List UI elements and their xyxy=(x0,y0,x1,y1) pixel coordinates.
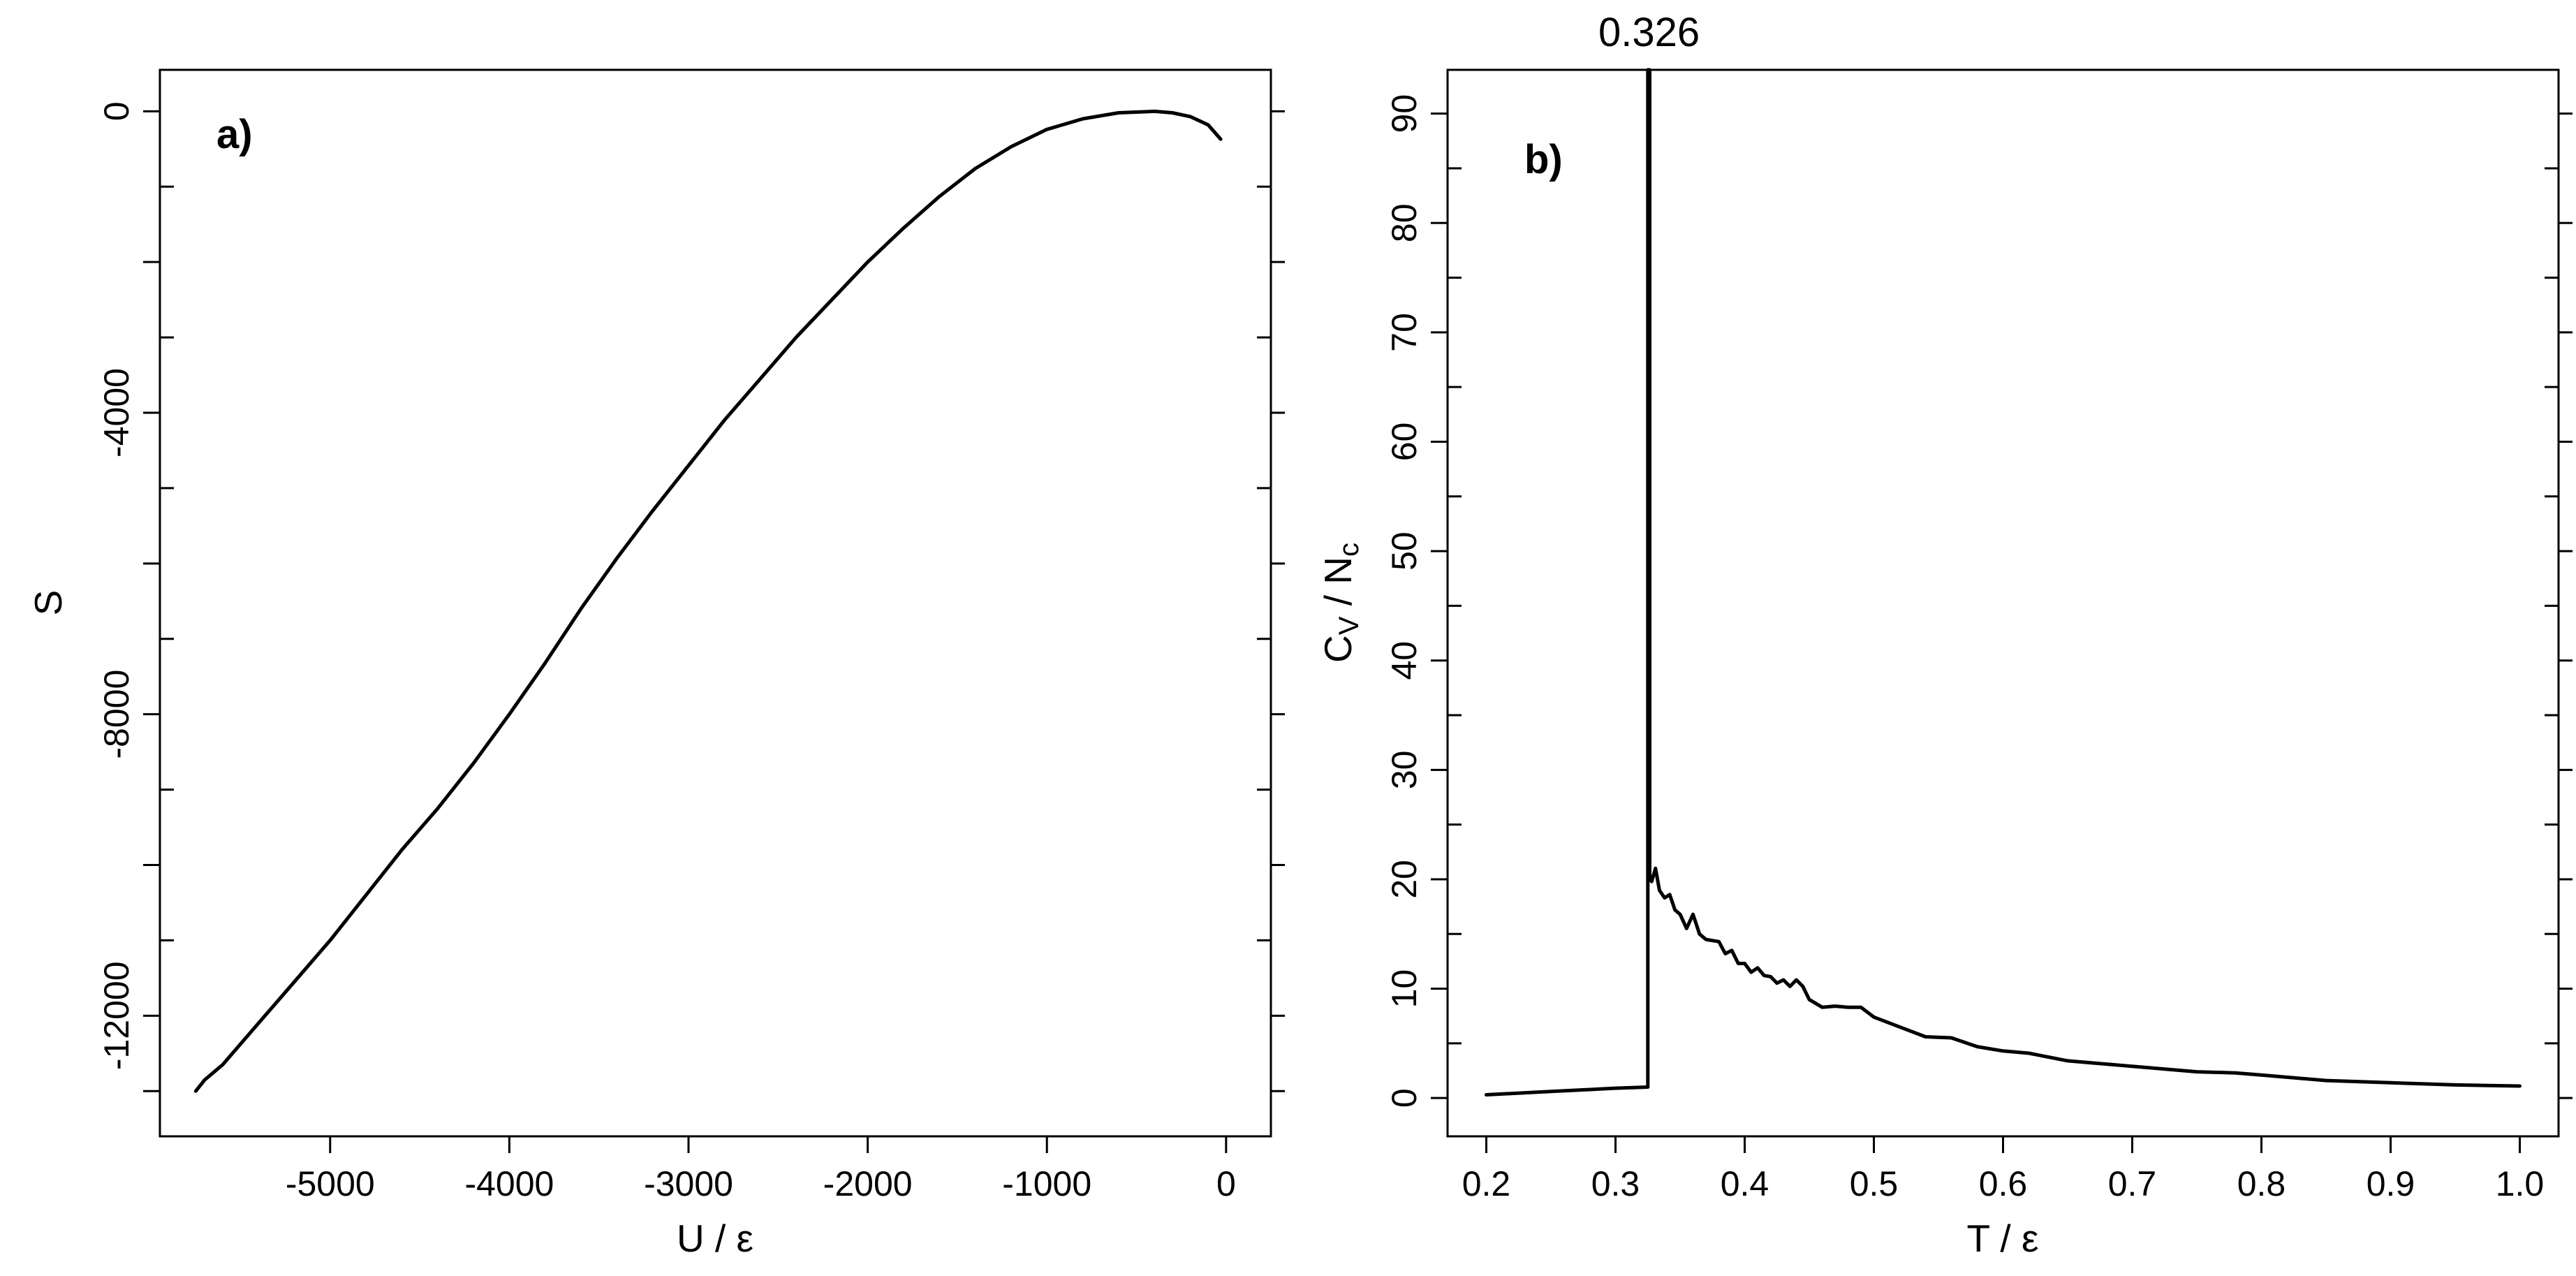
panel-b-x-tick-label: 0.5 xyxy=(1850,1164,1899,1203)
panel-b-y-tick-label: 60 xyxy=(1385,423,1424,462)
panel-b-y-tick-label: 40 xyxy=(1385,641,1424,680)
panel-b-y-tick-label: 20 xyxy=(1385,860,1424,899)
panel-b-y-tick-label: 30 xyxy=(1385,751,1424,790)
panel-b-x-tick-label: 0.9 xyxy=(2367,1164,2415,1203)
panel-b-x-tick-label: 0.4 xyxy=(1721,1164,1769,1203)
panel-a-curve-group xyxy=(193,109,1223,1093)
panel-a-y-tick-label: -8000 xyxy=(97,670,136,759)
panel-a-y-tick-label: -4000 xyxy=(97,368,136,457)
panel-b-y-tick-label: 50 xyxy=(1385,531,1424,571)
panel-a-ticks: -5000 -4000 -3000 -2000 -1000 0 0 -4000 -8000 -12… xyxy=(97,101,1285,1203)
panel-a-x-tick-label: -4000 xyxy=(464,1164,554,1203)
panel-b-x-tick-label: 1.0 xyxy=(2496,1164,2545,1203)
panel-b-y-tick-label: 90 xyxy=(1385,94,1424,133)
panel-a-y-tick-label: -12000 xyxy=(97,961,136,1070)
panel-b: 0.2 0.3 0.4 0.5 0.6 0.7 0.8 0.9 1.0 0 10 20 30 40 50 60… xyxy=(1316,10,2573,1260)
panel-b-y-tick-label: 70 xyxy=(1385,313,1424,352)
panel-b-ticks: 0.2 0.3 0.4 0.5 0.6 0.7 0.8 0.9 1.0 0 10 20 30 40 50 60… xyxy=(1385,94,2573,1203)
panel-a-x-tick-label: -3000 xyxy=(644,1164,733,1203)
panel-b-y-tick-label: 10 xyxy=(1385,969,1424,1009)
panel-a-x-tick-label: -2000 xyxy=(823,1164,913,1203)
panel-b-curve-group xyxy=(1485,68,2522,1097)
peak-temperature-annotation: 0.326 xyxy=(1598,10,1700,55)
panel-b-label: b) xyxy=(1524,137,1563,182)
panel-b-x-tick-label: 0.8 xyxy=(2237,1164,2286,1203)
panel-b-x-axis-title: T / ε xyxy=(1967,1217,2039,1260)
panel-a-y-tick-label: 0 xyxy=(97,101,136,121)
panel-a: -5000 -4000 -3000 -2000 -1000 0 0 -4000 -8000 -12… xyxy=(27,68,1285,1260)
panel-b-x-tick-label: 0.2 xyxy=(1462,1164,1511,1203)
panel-a-frame xyxy=(159,68,1272,1138)
panel-b-x-tick-label: 0.6 xyxy=(1979,1164,2028,1203)
panel-b-y-axis-title-main: C xyxy=(1316,635,1360,663)
panel-b-x-tick-label: 0.3 xyxy=(1591,1164,1640,1203)
panel-a-data-line xyxy=(193,109,1223,1093)
panel-a-y-axis-title: S xyxy=(27,590,70,616)
panel-a-label: a) xyxy=(216,112,253,157)
panel-b-y-axis-title-sub-c: c xyxy=(1334,543,1364,557)
panel-a-x-tick-label: -5000 xyxy=(286,1164,375,1203)
panel-a-x-axis-title: U / ε xyxy=(677,1217,753,1260)
panel-a-x-tick-label: -1000 xyxy=(1002,1164,1091,1203)
panel-a-x-tick-label: 0 xyxy=(1216,1164,1236,1203)
panel-b-y-tick-label: 80 xyxy=(1385,203,1424,242)
panel-b-y-axis-title-sub-v: V xyxy=(1334,616,1364,635)
panel-b-x-tick-label: 0.7 xyxy=(2108,1164,2157,1203)
panel-b-y-tick-label: 0 xyxy=(1385,1088,1424,1108)
panel-b-y-axis-title-mid: / N xyxy=(1316,557,1360,617)
panel-b-y-axis-title: CV / Nc xyxy=(1316,543,1364,663)
panel-b-data-line xyxy=(1485,68,2522,1097)
